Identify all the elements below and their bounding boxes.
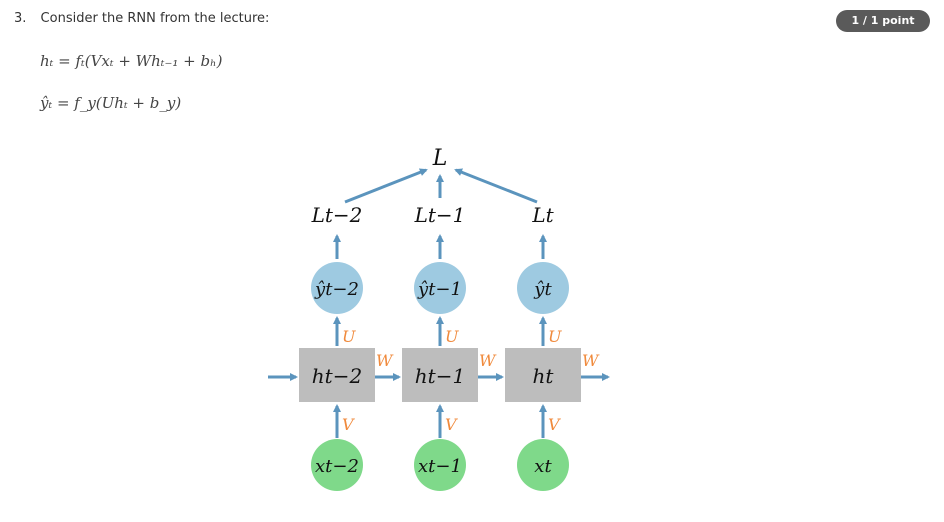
input-label: xt−2 xyxy=(315,456,359,477)
equation-hidden-state: hₜ = fₜ(Vxₜ + Whₜ₋₁ + bₕ) xyxy=(40,52,223,70)
arrow-loss-0-to-total xyxy=(344,168,428,204)
hidden-label: ht xyxy=(533,364,555,388)
input-node xyxy=(517,439,569,491)
time-step-t-minus-2: Lt−2 ŷt−2 U ht−2 V xt−2 xyxy=(299,203,375,491)
output-node xyxy=(311,262,363,314)
question-text: Consider the RNN from the lecture: xyxy=(40,11,270,26)
hidden-label: ht−2 xyxy=(312,364,362,388)
loss-label: Lt−1 xyxy=(414,203,466,227)
weight-u-label: U xyxy=(342,327,356,346)
hidden-node xyxy=(505,348,581,402)
weight-w-label: W xyxy=(582,351,600,370)
output-node xyxy=(414,262,466,314)
weight-u-label: U xyxy=(548,327,562,346)
question-number: 3. xyxy=(14,11,27,26)
output-node xyxy=(517,262,569,314)
equation-output: ŷₜ = f_y(Uhₜ + b_y) xyxy=(40,94,182,112)
input-label: xt−1 xyxy=(418,456,462,477)
input-node xyxy=(414,439,466,491)
weight-v-label: V xyxy=(342,415,355,434)
weight-w-label: W xyxy=(479,351,497,370)
input-node xyxy=(311,439,363,491)
output-label: ŷt−1 xyxy=(417,279,462,300)
total-loss-label: L xyxy=(432,146,448,171)
hidden-node xyxy=(299,348,375,402)
weight-v-label: V xyxy=(445,415,458,434)
output-label: ŷt−2 xyxy=(314,279,359,300)
hidden-node xyxy=(402,348,478,402)
output-label: ŷt xyxy=(533,279,552,300)
hidden-label: ht−1 xyxy=(415,364,465,388)
question-header: 3. Consider the RNN from the lecture: xyxy=(14,11,269,26)
points-badge: 1 / 1 point xyxy=(836,10,930,32)
weight-w-label: W xyxy=(376,351,394,370)
time-step-t: Lt ŷt U ht V xt xyxy=(505,203,581,491)
time-step-t-minus-1: Lt−1 ŷt−1 U ht−1 V xt−1 xyxy=(402,203,478,491)
loss-label: Lt−2 xyxy=(311,203,363,227)
input-label: xt xyxy=(534,456,552,477)
loss-label: Lt xyxy=(531,203,554,227)
arrow-loss-2-to-total xyxy=(454,168,538,204)
weight-v-label: V xyxy=(548,415,561,434)
weight-u-label: U xyxy=(445,327,459,346)
